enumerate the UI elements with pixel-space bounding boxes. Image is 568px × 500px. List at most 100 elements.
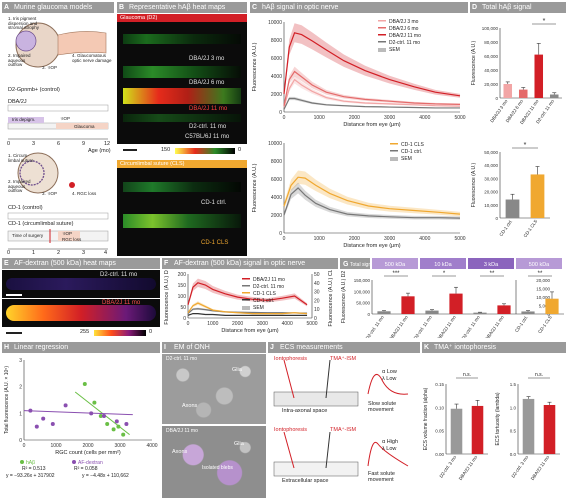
x-tick-label: 2000 [349, 236, 360, 242]
eye-diagram-d2 [15, 22, 107, 68]
panel-a-header: A Murine glaucoma models [2, 2, 114, 13]
colorbar [175, 148, 235, 154]
ecs-high-diagram [273, 431, 409, 477]
heatmap-label: CD-1 CLS [201, 240, 229, 246]
panel-g-header [340, 258, 370, 269]
colorbar-max: 0 [149, 329, 153, 335]
series-line [187, 312, 308, 316]
eye-diagram-cls [17, 152, 75, 194]
tma-ism-label-2: TMA⁺-ISM [330, 427, 357, 433]
x-tick-label: 3000 [114, 443, 125, 449]
x-tick-label: DBA/2J 11 mo [436, 314, 457, 338]
y-tick-label: 8000 [271, 159, 282, 165]
dextran-colorbar-row: 255 0 [2, 328, 160, 338]
x-tick-label: 2000 [232, 321, 243, 327]
legend-label: CD-1 CLS [401, 142, 424, 148]
y-tick-label: 0.5 [510, 429, 517, 434]
panel-f: F AF-dextran (500 kDa) signal in optic ne… [162, 258, 338, 338]
step-1-text: 1. Iris pigment dispersion and stromal a… [8, 16, 40, 30]
y-tick-label: 100,000 [354, 289, 371, 294]
cls-step-4-text: 4. RGC loss [72, 191, 97, 196]
y-tick-label: 20,000 [484, 190, 498, 195]
heatmap-label: DBA/2J 6 mo [189, 80, 225, 86]
y-tick-label: 0 [279, 110, 282, 116]
panel-b-header: B Representative hAβ heat maps [117, 2, 247, 13]
legend-label: DBA/2J 11 mo [389, 33, 421, 39]
y-tick-label: 0.15 [435, 382, 444, 387]
panel-letter: E [4, 260, 9, 267]
x-tick-label: 1000 [314, 115, 325, 121]
fast-movement-label: Fast solute movement [368, 471, 395, 483]
dextran-map-dba: DBA/2J 11 mo [2, 299, 160, 327]
panel-j-header: J ECS measurements [268, 342, 420, 353]
x-tick-label: DBA/2J 11 mo [458, 454, 479, 481]
legend-label: SEM [389, 47, 400, 53]
bar [449, 293, 463, 314]
bar [545, 298, 559, 314]
x-tick-label: 0 [283, 115, 286, 121]
x-tick-label: 4000 [419, 115, 430, 121]
bar-chart-ecs-alpha: 0.00 0.05 0.10 0.15 ECS volume fraction (alp… [423, 372, 488, 481]
panel-a: A Murine glaucoma models [2, 2, 114, 256]
y-tick-label: 30,000 [484, 176, 498, 181]
size-header [372, 258, 418, 269]
glia-label: Glia [232, 367, 242, 373]
x-tick-label: CD-1 CLS [522, 219, 538, 239]
y-tick-label-right: 0 [314, 316, 317, 322]
legend-swatch [378, 41, 386, 43]
y-tick-label: 10000 [268, 141, 282, 147]
x-tick-label: 1000 [207, 321, 218, 327]
x-tick-label: D2-ctrl. 3 mo [510, 454, 529, 478]
legend-swatch [378, 34, 386, 36]
bar [534, 54, 544, 98]
isolated-blebs-label: Isolated blebs [202, 465, 233, 471]
d2-label: DBA/2J [8, 99, 27, 105]
y-tick-label-right: 50 [314, 272, 320, 278]
legend-label: DBA/2J 6 mo [389, 26, 419, 32]
x-tick-label: 3000 [384, 236, 395, 242]
y-axis-label: Fluorescence (A.U.) D2 [341, 271, 347, 323]
legend-swatch [242, 299, 250, 301]
iontophoresis-label-2: Iontophoresis [274, 427, 308, 433]
series-line [283, 32, 461, 97]
tma-ism-label: TMA⁺-ISM [330, 356, 357, 362]
y-tick-label: 10,000 [484, 203, 498, 208]
sem-band [284, 182, 460, 220]
x-tick-label: 4000 [419, 236, 430, 242]
legend-swatch [242, 292, 250, 294]
bar [450, 408, 463, 454]
bar [530, 174, 545, 218]
line-chart-d2-hab: 0 1000 2000 3000 4000 5000 0 2000 4000 6000 8000 10… [252, 19, 466, 128]
dextran-map-label: D2-ctrl. 11 mo [100, 272, 138, 278]
cls-step-2-text: 2. Impaired aqueous outflow [8, 179, 31, 193]
x-tick-label: 4000 [146, 443, 157, 449]
size-header [420, 258, 466, 269]
regression-line [23, 410, 133, 416]
size-label: 500 kDa [529, 262, 550, 268]
age-tick: 4 [104, 250, 108, 256]
bar [521, 311, 535, 314]
heatmap-cls-ctrl [123, 182, 241, 192]
alpha-high-label: α High [382, 439, 399, 445]
cls-step-1-text: 1. Circum-limbal suture [8, 153, 34, 163]
iop-label: ↑IOP [60, 116, 71, 121]
heatmap-label: DBA/2J 3 mo [189, 56, 225, 62]
panel-d-header: D Total hAβ signal [470, 2, 566, 13]
heatmap-label: DBA/2J 11 mo [189, 106, 228, 112]
legend-label: DBA/2J 3 mo [389, 19, 419, 25]
panel-h-header: H Linear regression [2, 342, 160, 353]
legend-swatch [390, 150, 398, 152]
glaucoma-label: Glaucoma [74, 124, 95, 129]
panel-letter: H [4, 344, 10, 351]
panel-letter: I [164, 344, 166, 351]
x-tick-label: D2-ctrl. 11 mo [365, 314, 385, 338]
heatmap-label: C57BL/6J 11 mo [185, 134, 230, 140]
y-tick-label: 2000 [271, 92, 282, 98]
age-tick: 9 [82, 141, 86, 147]
panel-g: G Total signal 500 kDa 10 kDa 3 kDa 500 kDa 0 5… [340, 258, 566, 338]
y-tick-label: 0 [495, 216, 498, 221]
colorbar [94, 330, 146, 336]
cls-iop-label: ↑IOP [62, 231, 73, 236]
age-tick: 0 [7, 250, 11, 256]
